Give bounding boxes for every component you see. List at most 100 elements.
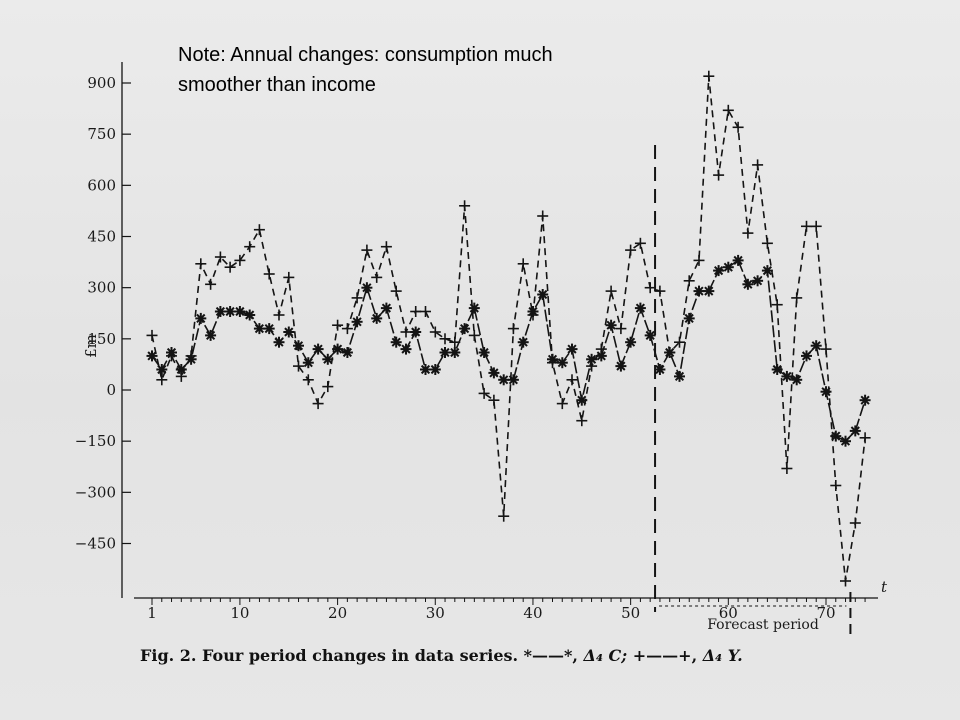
delta4-y-point-21: [341, 323, 353, 335]
delta4-c-point-8: [214, 306, 226, 317]
delta4-c-point-29: [420, 364, 431, 375]
delta4-c-point-71: [830, 430, 842, 442]
delta4-c-point-49: [615, 360, 627, 372]
figure-caption: Fig. 2. Four period changes in data seri…: [140, 646, 920, 665]
delta4-y-point-68: [801, 220, 812, 232]
delta4-c-point-54: [664, 347, 676, 358]
delta4-y-point-6: [195, 258, 207, 270]
delta4-y-point-71: [830, 480, 842, 491]
delta4-y-point-56: [683, 275, 695, 287]
delta4-c-point-16: [293, 340, 304, 352]
caption-legend-y-symbol: Δ₄ Y.: [702, 646, 743, 665]
delta4-c-point-67: [791, 374, 803, 386]
delta4-y-point-28: [410, 306, 422, 317]
delta4-c-point-59: [713, 265, 725, 277]
delta4-y-point-38: [507, 323, 519, 335]
delta4-c-point-41: [537, 289, 549, 300]
delta4-c-point-44: [566, 343, 578, 355]
delta4-c-point-53: [654, 364, 666, 375]
delta4-c-point-65: [771, 364, 783, 375]
delta4-y-point-39: [517, 258, 529, 270]
delta4-c-point-57: [693, 285, 705, 297]
delta4-y-point-20: [332, 319, 344, 331]
delta4-y-point-65: [771, 299, 783, 311]
delta4-c-point-51: [634, 302, 646, 314]
delta4-c-point-2: [156, 364, 168, 375]
y-tick-label-750: 750: [87, 125, 116, 143]
delta4-c-point-20: [332, 343, 344, 355]
delta4-y-point-34: [468, 329, 480, 341]
delta4-c-point-21: [341, 347, 353, 358]
delta4-c-point-13: [263, 323, 275, 335]
y-tick-label-300: 300: [87, 279, 116, 297]
delta4-c-point-50: [625, 336, 637, 348]
delta4-y-point-45: [576, 415, 588, 427]
delta4-c-point-14: [273, 336, 285, 348]
delta4-y-point-1: [146, 329, 158, 341]
delta4-c-point-19: [322, 353, 334, 365]
x-tick-label-40: 40: [523, 604, 542, 622]
delta4-y-point-11: [244, 241, 256, 253]
delta4-y-point-26: [390, 285, 402, 297]
delta4-y-point-9: [224, 261, 236, 273]
delta4-c-point-27: [400, 343, 412, 355]
delta4-y-point-27: [400, 326, 412, 338]
delta4-y-point-69: [810, 220, 822, 232]
delta4-c-point-74: [859, 394, 871, 406]
x-tick-label-1: 1: [147, 604, 157, 622]
caption-fig: Fig. 2.: [140, 646, 197, 665]
delta4-y-point-57: [693, 254, 705, 266]
delta4-y-point-43: [556, 398, 568, 410]
series-delta4-y: [146, 70, 871, 587]
delta4-c-point-32: [449, 347, 461, 358]
delta4-c-point-63: [752, 275, 764, 287]
delta4-y-point-8: [214, 251, 226, 263]
y-tick-label-0: 0: [106, 381, 116, 399]
y-axis-label: £m: [82, 334, 100, 358]
delta4-c-point-69: [810, 340, 822, 352]
y-tick-label--450: −450: [75, 535, 116, 553]
delta4-c-point-4: [175, 364, 187, 375]
delta4-c-point-3: [166, 347, 177, 358]
delta4-c-point-47: [595, 350, 607, 362]
delta4-c-point-43: [556, 357, 568, 369]
delta4-y-point-25: [380, 241, 392, 253]
note-line-2: smoother than income: [178, 74, 376, 96]
caption-legend-c-symbol: Δ₄ C;: [583, 646, 628, 665]
delta4-y-point-12: [253, 224, 265, 236]
delta4-c-point-60: [722, 261, 734, 273]
delta4-c-point-12: [253, 323, 265, 335]
x-tick-label-70: 70: [816, 604, 835, 622]
caption-text: Four period changes in data series.: [202, 646, 519, 665]
delta4-c-point-55: [674, 370, 685, 382]
delta4-c-point-35: [478, 347, 490, 358]
caption-legend-y-marker: +——+,: [632, 646, 698, 665]
x-tick-label-30: 30: [426, 604, 445, 622]
delta4-y-line: [151, 76, 866, 582]
delta4-y-point-30: [429, 326, 441, 338]
delta4-c-point-34: [468, 302, 480, 314]
y-tick-label-150: 150: [87, 330, 116, 348]
delta4-c-point-1: [146, 350, 158, 362]
delta4-y-point-18: [312, 398, 324, 410]
delta4-c-point-58: [703, 285, 715, 297]
delta4-y-point-62: [742, 227, 754, 239]
delta4-c-point-48: [605, 319, 617, 331]
delta4-c-point-5: [185, 353, 197, 365]
note-text: Note: Annual changes: consumption much s…: [178, 40, 648, 100]
delta4-y-point-44: [566, 374, 578, 386]
delta4-y-point-2: [156, 374, 168, 386]
delta4-y-point-49: [615, 323, 627, 335]
y-tick-label-900: 900: [87, 74, 116, 92]
delta4-y-point-52: [644, 282, 656, 294]
delta4-c-point-56: [683, 312, 695, 324]
delta4-c-point-64: [761, 265, 773, 277]
delta4-c-point-15: [283, 326, 295, 338]
delta4-c-point-18: [312, 343, 324, 355]
x-tick-label-50: 50: [621, 604, 640, 622]
delta4-y-point-64: [761, 237, 773, 249]
delta4-c-point-10: [234, 306, 246, 317]
delta4-c-point-6: [195, 312, 207, 324]
delta4-c-point-45: [576, 394, 588, 406]
x-axis-label: t: [881, 578, 888, 596]
